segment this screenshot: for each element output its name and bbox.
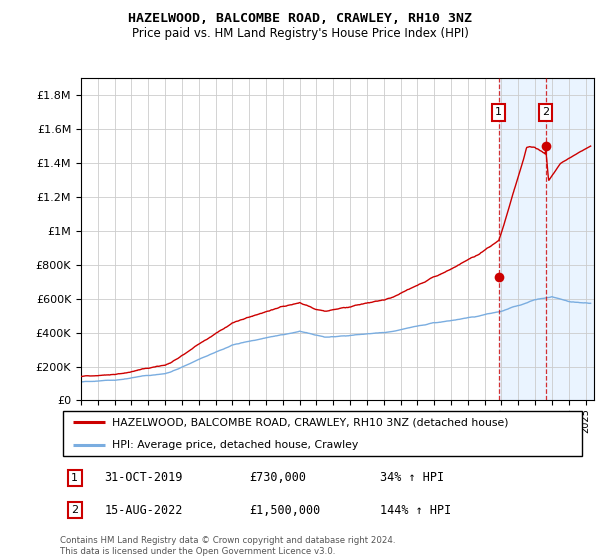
Text: 1: 1 [495,107,502,117]
Text: 144% ↑ HPI: 144% ↑ HPI [380,503,452,516]
Text: HAZELWOOD, BALCOMBE ROAD, CRAWLEY, RH10 3NZ: HAZELWOOD, BALCOMBE ROAD, CRAWLEY, RH10 … [128,12,472,25]
Text: HPI: Average price, detached house, Crawley: HPI: Average price, detached house, Craw… [113,440,359,450]
Text: £1,500,000: £1,500,000 [249,503,320,516]
Bar [499,78,594,400]
Text: 1: 1 [71,473,78,483]
Text: Price paid vs. HM Land Registry's House Price Index (HPI): Price paid vs. HM Land Registry's House … [131,27,469,40]
Text: £730,000: £730,000 [249,472,306,484]
FancyBboxPatch shape [62,411,583,456]
Text: HAZELWOOD, BALCOMBE ROAD, CRAWLEY, RH10 3NZ (detached house): HAZELWOOD, BALCOMBE ROAD, CRAWLEY, RH10 … [113,417,509,427]
Text: 15-AUG-2022: 15-AUG-2022 [104,503,183,516]
Text: 2: 2 [71,505,78,515]
Text: 34% ↑ HPI: 34% ↑ HPI [380,472,445,484]
Text: 2: 2 [542,107,549,117]
Text: 31-OCT-2019: 31-OCT-2019 [104,472,183,484]
Text: Contains HM Land Registry data © Crown copyright and database right 2024.
This d: Contains HM Land Registry data © Crown c… [60,536,395,556]
